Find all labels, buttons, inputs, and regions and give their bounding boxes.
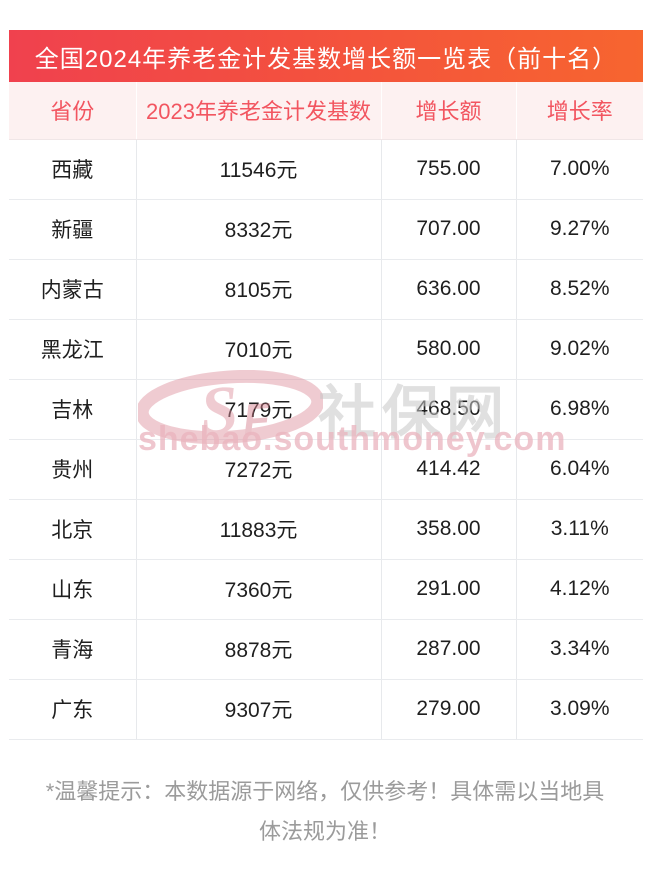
growth_amount-cell: 580.00 [381, 319, 517, 380]
growth_rate-cell: 4.12% [516, 559, 643, 620]
base_2023-cell: 7272元 [136, 439, 382, 500]
growth_amount-cell: 279.00 [381, 679, 517, 740]
province-cell: 山东 [9, 559, 137, 620]
table-row: 广东 9307元 279.00 3.09% [9, 679, 643, 740]
pension-table: 省份 2023年养老金计发基数 增长额 增长率 西藏 11546元 755.00 7.00%… [9, 82, 643, 740]
base_2023-cell: 11546元 [136, 139, 382, 200]
province-cell: 黑龙江 [9, 319, 137, 380]
table-row: 黑龙江 7010元 580.00 9.02% [9, 319, 643, 380]
province-cell: 西藏 [9, 139, 137, 200]
base_2023-cell: 7360元 [136, 559, 382, 620]
column-header-growth_amount: 增长额 [381, 82, 517, 140]
base_2023-cell: 8878元 [136, 619, 382, 680]
base_2023-cell: 8105元 [136, 259, 382, 320]
column-header-base_2023: 2023年养老金计发基数 [136, 82, 382, 140]
province-cell: 内蒙古 [9, 259, 137, 320]
disclaimer-note: *温馨提示：本数据源于网络，仅供参考！具体需以当地具 体法规为准！ [15, 772, 635, 852]
province-cell: 新疆 [9, 199, 137, 260]
growth_amount-cell: 707.00 [381, 199, 517, 260]
table-row: 内蒙古 8105元 636.00 8.52% [9, 259, 643, 320]
growth_rate-cell: 8.52% [516, 259, 643, 320]
table-header-row: 省份 2023年养老金计发基数 增长额 增长率 [9, 82, 643, 140]
table-row: 新疆 8332元 707.00 9.27% [9, 199, 643, 260]
table-row: 青海 8878元 287.00 3.34% [9, 619, 643, 680]
province-cell: 吉林 [9, 379, 137, 440]
table-row: 西藏 11546元 755.00 7.00% [9, 139, 643, 200]
growth_rate-cell: 9.27% [516, 199, 643, 260]
table-body: 西藏 11546元 755.00 7.00% 新疆 8332元 707.00 9.27% 内蒙古… [9, 139, 643, 740]
table-row: 吉林 7179元 468.50 6.98% [9, 379, 643, 440]
column-header-growth_rate: 增长率 [516, 82, 643, 140]
table-row: 贵州 7272元 414.42 6.04% [9, 439, 643, 500]
growth_rate-cell: 3.11% [516, 499, 643, 560]
growth_amount-cell: 287.00 [381, 619, 517, 680]
disclaimer-line: *温馨提示：本数据源于网络，仅供参考！具体需以当地具 [45, 779, 605, 804]
column-header-province: 省份 [9, 82, 137, 140]
growth_amount-cell: 636.00 [381, 259, 517, 320]
base_2023-cell: 8332元 [136, 199, 382, 260]
province-cell: 北京 [9, 499, 137, 560]
table-row: 山东 7360元 291.00 4.12% [9, 559, 643, 620]
growth_rate-cell: 6.98% [516, 379, 643, 440]
province-cell: 广东 [9, 679, 137, 740]
growth_rate-cell: 6.04% [516, 439, 643, 500]
disclaimer-line: 体法规为准！ [258, 819, 391, 844]
base_2023-cell: 7010元 [136, 319, 382, 380]
growth_rate-cell: 3.34% [516, 619, 643, 680]
base_2023-cell: 11883元 [136, 499, 382, 560]
growth_rate-cell: 7.00% [516, 139, 643, 200]
base_2023-cell: 7179元 [136, 379, 382, 440]
page-title: 全国2024年养老金计发基数增长额一览表（前十名） [34, 45, 618, 73]
growth_amount-cell: 468.50 [381, 379, 517, 440]
province-cell: 青海 [9, 619, 137, 680]
growth_amount-cell: 358.00 [381, 499, 517, 560]
table-row: 北京 11883元 358.00 3.11% [9, 499, 643, 560]
growth_amount-cell: 414.42 [381, 439, 517, 500]
province-cell: 贵州 [9, 439, 137, 500]
title-banner: 全国2024年养老金计发基数增长额一览表（前十名） [9, 30, 643, 82]
base_2023-cell: 9307元 [136, 679, 382, 740]
growth_amount-cell: 755.00 [381, 139, 517, 200]
growth_amount-cell: 291.00 [381, 559, 517, 620]
growth_rate-cell: 9.02% [516, 319, 643, 380]
growth_rate-cell: 3.09% [516, 679, 643, 740]
